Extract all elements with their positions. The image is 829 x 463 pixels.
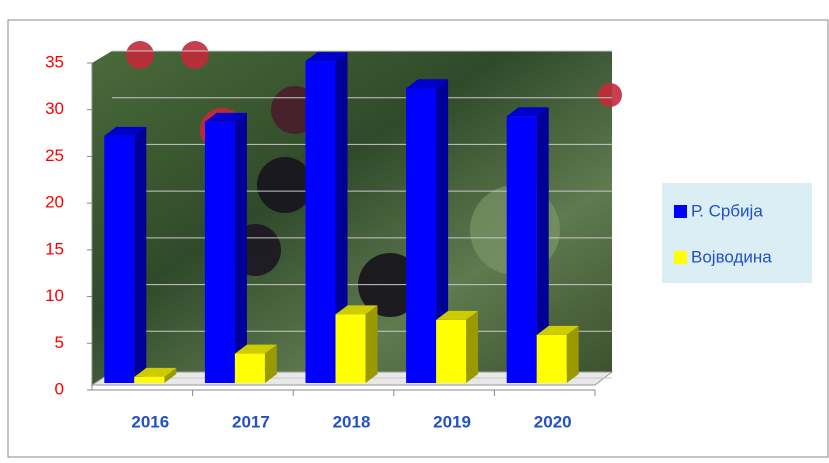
x-tick-label: 2016 [131, 412, 169, 431]
legend-swatch [674, 205, 687, 218]
bar-top [305, 52, 348, 62]
bar-side [436, 79, 449, 384]
legend-swatch [674, 251, 687, 264]
bar [204, 121, 235, 384]
bar-top [536, 325, 579, 335]
bar-top [234, 344, 277, 354]
y-tick-label: 30 [45, 99, 64, 118]
bar-side [134, 126, 147, 384]
legend-box [662, 183, 812, 283]
bar-top [436, 310, 479, 320]
y-tick-label: 35 [45, 52, 64, 71]
bar-top [335, 305, 378, 315]
y-tick-label: 10 [45, 286, 64, 305]
bar-top [506, 107, 549, 117]
bar-side [536, 107, 549, 384]
bar-side [365, 305, 378, 383]
x-tick-label: 2018 [333, 412, 371, 431]
bar-side [335, 52, 348, 383]
bar-side [466, 310, 479, 383]
bar [234, 353, 265, 383]
bar [406, 88, 437, 384]
legend-label: Војводина [691, 247, 772, 266]
bar [104, 135, 135, 383]
bar-side [164, 367, 177, 383]
bar [506, 116, 537, 384]
bar-top [134, 367, 177, 377]
y-tick-label: 25 [45, 146, 64, 165]
bar [305, 61, 336, 383]
bar-side [234, 112, 247, 384]
bar-top [406, 79, 449, 89]
bar [335, 314, 366, 383]
bar-side [264, 344, 277, 383]
y-tick-label: 5 [55, 333, 64, 352]
bar [436, 319, 467, 383]
bar [134, 376, 165, 383]
x-tick-label: 2019 [433, 412, 471, 431]
x-tick-label: 2017 [232, 412, 270, 431]
bar-top [204, 112, 247, 122]
bar [536, 334, 567, 383]
bar-side [566, 325, 579, 383]
legend-label: Р. Србија [691, 201, 763, 220]
y-tick-label: 20 [45, 193, 64, 212]
x-tick-label: 2020 [534, 412, 572, 431]
y-tick-label: 15 [45, 239, 64, 258]
bar-top [104, 126, 147, 136]
y-tick-label: 0 [55, 379, 64, 398]
